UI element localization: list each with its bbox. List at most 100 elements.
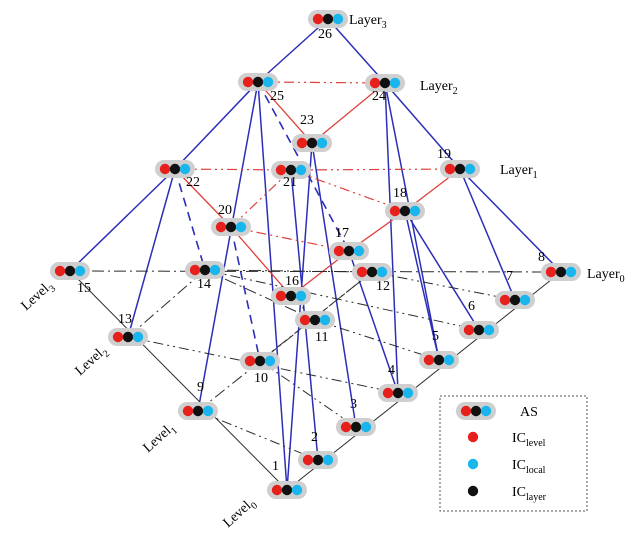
node-label-6: 6 bbox=[468, 299, 475, 314]
cyan-dot bbox=[565, 266, 577, 278]
node-label-13: 13 bbox=[118, 312, 132, 327]
red-dot bbox=[299, 314, 311, 326]
black-dot bbox=[199, 264, 211, 276]
black-dot bbox=[225, 221, 237, 233]
node-label-10: 10 bbox=[254, 371, 268, 386]
level-label-1: Level1 bbox=[141, 420, 180, 458]
edge-18-5 bbox=[404, 210, 440, 361]
red-dot bbox=[444, 163, 456, 175]
red-dot bbox=[460, 405, 472, 417]
red-dot bbox=[275, 290, 287, 302]
edge-11-5 bbox=[314, 319, 440, 361]
node-7 bbox=[495, 291, 535, 309]
black-dot bbox=[309, 314, 321, 326]
node-label-24: 24 bbox=[372, 89, 386, 104]
edge-22-20 bbox=[174, 168, 232, 228]
black-dot bbox=[64, 265, 76, 277]
edge-21-19 bbox=[290, 168, 461, 171]
cyan-dot bbox=[376, 266, 388, 278]
black-dot bbox=[433, 354, 445, 366]
black-dot bbox=[343, 245, 355, 257]
node-1 bbox=[267, 481, 307, 499]
layer-label-2: Layer2 bbox=[420, 79, 458, 97]
node-22 bbox=[155, 160, 195, 178]
node-label-12: 12 bbox=[376, 279, 390, 294]
node-label-2: 2 bbox=[311, 430, 318, 445]
black-dot bbox=[473, 324, 485, 336]
cyan-dot bbox=[235, 221, 247, 233]
black-dot bbox=[285, 164, 297, 176]
cyan-dot bbox=[353, 245, 365, 257]
red-dot bbox=[463, 324, 475, 336]
cyan-dot bbox=[202, 405, 214, 417]
node-label-8: 8 bbox=[538, 250, 545, 265]
red-dot bbox=[275, 164, 287, 176]
black-dot bbox=[350, 421, 362, 433]
edge-12-7 bbox=[371, 271, 516, 301]
node-11 bbox=[295, 311, 335, 329]
node-label-20: 20 bbox=[218, 203, 232, 218]
red-dot bbox=[499, 294, 511, 306]
cyan-dot bbox=[264, 355, 276, 367]
node-18 bbox=[385, 202, 425, 220]
edge-19-8 bbox=[459, 168, 562, 273]
cyan-dot bbox=[132, 331, 144, 343]
red-dot bbox=[182, 405, 194, 417]
edge-20-21 bbox=[230, 169, 292, 228]
black-dot bbox=[281, 484, 293, 496]
cyan-dot bbox=[443, 354, 455, 366]
edge-13-14 bbox=[127, 269, 206, 338]
edge-22-15 bbox=[69, 168, 176, 272]
black-dot bbox=[122, 331, 134, 343]
cyan-dot bbox=[295, 164, 307, 176]
legend-label-layer: IClayer bbox=[512, 485, 547, 503]
node-23 bbox=[292, 134, 332, 152]
red-dot bbox=[389, 205, 401, 217]
edge-22-13 bbox=[127, 168, 176, 338]
node-label-3: 3 bbox=[350, 397, 357, 412]
node-label-21: 21 bbox=[283, 175, 297, 190]
legend-label-as: AS bbox=[520, 405, 538, 420]
node-14 bbox=[185, 261, 225, 279]
edge-22-14 bbox=[174, 168, 206, 271]
cyan-dot bbox=[209, 264, 221, 276]
node-17 bbox=[329, 242, 369, 260]
red-dot bbox=[423, 354, 435, 366]
cyan-dot bbox=[360, 421, 372, 433]
red-dot bbox=[112, 331, 124, 343]
black-dot bbox=[366, 266, 378, 278]
edge-25-9 bbox=[197, 81, 259, 412]
red-dot bbox=[215, 221, 227, 233]
cyan-dot bbox=[322, 454, 334, 466]
cyan-dot bbox=[74, 265, 86, 277]
black-dot bbox=[392, 387, 404, 399]
black-dot bbox=[399, 205, 411, 217]
node-12 bbox=[352, 263, 392, 281]
edge-9-2 bbox=[197, 410, 319, 461]
black-dot bbox=[454, 163, 466, 175]
node-2 bbox=[298, 451, 338, 469]
legend-black-dot bbox=[467, 485, 479, 497]
node-label-11: 11 bbox=[315, 330, 328, 345]
layer-label-3: Layer3 bbox=[349, 13, 387, 31]
node-4 bbox=[378, 384, 418, 402]
edge-25-1 bbox=[257, 81, 288, 491]
black-dot bbox=[306, 137, 318, 149]
black-dot bbox=[192, 405, 204, 417]
red-dot bbox=[356, 266, 368, 278]
node-label-26: 26 bbox=[318, 27, 332, 42]
edge-21-18 bbox=[290, 169, 406, 212]
nodes-group bbox=[50, 10, 581, 499]
cyan-dot bbox=[483, 324, 495, 336]
node-label-15: 15 bbox=[77, 281, 91, 296]
node-label-5: 5 bbox=[432, 329, 439, 344]
edge-22-21 bbox=[174, 168, 292, 171]
node-label-7: 7 bbox=[506, 269, 513, 284]
black-dot bbox=[254, 355, 266, 367]
red-dot bbox=[271, 484, 283, 496]
edge-20-16 bbox=[230, 226, 292, 297]
edge-20-10 bbox=[230, 226, 261, 362]
node-13 bbox=[108, 328, 148, 346]
cyan-dot bbox=[519, 294, 531, 306]
cyan-dot bbox=[409, 205, 421, 217]
